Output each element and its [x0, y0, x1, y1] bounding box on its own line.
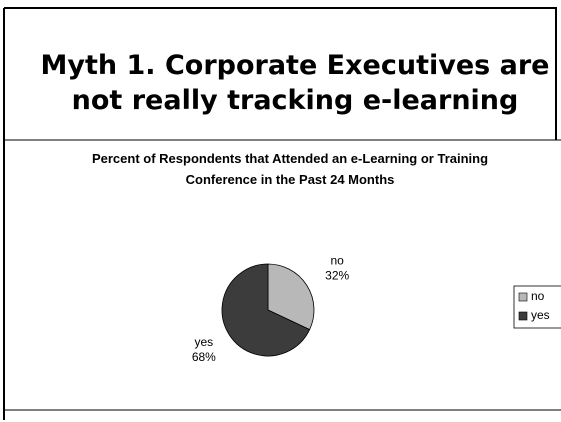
legend-label: no [531, 289, 545, 303]
chart-title: Percent of Respondents that Attended an … [91, 151, 489, 187]
legend-label: yes [531, 308, 550, 322]
slice-category-label: no [330, 253, 344, 267]
slice-value-label: 32% [325, 268, 349, 282]
slide-title: Myth 1. Corporate Executives are not rea… [40, 50, 550, 116]
legend-swatch [518, 292, 528, 302]
pie-slice [221, 263, 311, 357]
legend-box [513, 285, 561, 329]
slice-value-label: 68% [192, 350, 216, 364]
legend-swatch [518, 311, 528, 321]
slice-category-label: yes [194, 335, 213, 349]
pie-slice [267, 263, 315, 331]
